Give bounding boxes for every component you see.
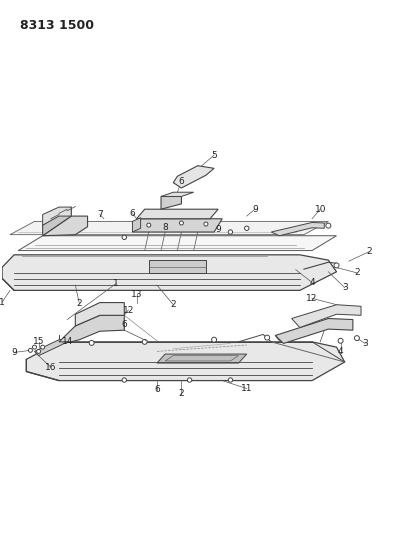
Circle shape <box>32 345 36 349</box>
Polygon shape <box>161 192 193 197</box>
Circle shape <box>333 263 338 268</box>
Text: 15: 15 <box>33 337 44 346</box>
Polygon shape <box>43 216 88 236</box>
Text: 14: 14 <box>61 337 73 346</box>
Polygon shape <box>132 217 140 232</box>
Polygon shape <box>274 319 352 343</box>
Circle shape <box>228 230 232 234</box>
Circle shape <box>179 221 183 225</box>
Circle shape <box>40 345 45 349</box>
Text: 1: 1 <box>113 279 119 288</box>
Polygon shape <box>173 166 213 188</box>
Polygon shape <box>157 354 246 363</box>
Circle shape <box>36 350 40 353</box>
Circle shape <box>211 337 216 342</box>
Circle shape <box>264 335 269 340</box>
Text: 3: 3 <box>361 339 367 348</box>
Text: 11: 11 <box>240 384 252 393</box>
Text: 2: 2 <box>366 247 371 256</box>
Text: 16: 16 <box>45 363 56 372</box>
Circle shape <box>89 341 94 345</box>
Text: 6: 6 <box>121 320 127 329</box>
Polygon shape <box>132 219 222 232</box>
Circle shape <box>337 338 342 343</box>
Circle shape <box>146 223 151 227</box>
Text: 7: 7 <box>97 210 102 219</box>
Polygon shape <box>26 342 344 381</box>
Polygon shape <box>34 340 71 356</box>
Text: 2: 2 <box>76 299 82 308</box>
Polygon shape <box>161 197 181 209</box>
Polygon shape <box>18 236 336 251</box>
Text: 2: 2 <box>178 389 184 398</box>
Polygon shape <box>2 255 336 290</box>
Text: 3: 3 <box>341 283 347 292</box>
Text: 6: 6 <box>178 177 184 186</box>
Polygon shape <box>75 303 124 326</box>
Polygon shape <box>59 316 124 342</box>
Circle shape <box>228 378 232 382</box>
Text: 10: 10 <box>314 205 325 214</box>
Text: 13: 13 <box>130 289 142 298</box>
Text: 12: 12 <box>122 305 134 314</box>
Circle shape <box>187 378 191 382</box>
Circle shape <box>122 378 126 382</box>
Polygon shape <box>43 207 71 225</box>
Text: 9: 9 <box>11 348 17 357</box>
Circle shape <box>122 235 126 239</box>
Text: 2: 2 <box>170 300 175 309</box>
Circle shape <box>244 226 248 230</box>
Text: 4: 4 <box>308 278 314 287</box>
Text: 1: 1 <box>0 298 5 307</box>
Circle shape <box>325 223 330 228</box>
Text: 2: 2 <box>353 269 359 277</box>
Polygon shape <box>291 305 360 327</box>
Text: 5: 5 <box>211 151 216 159</box>
Polygon shape <box>148 260 205 273</box>
Text: 9: 9 <box>252 205 257 214</box>
Text: 6: 6 <box>129 209 135 218</box>
Circle shape <box>28 349 32 352</box>
Text: 6: 6 <box>154 385 160 394</box>
Text: 12: 12 <box>306 294 317 303</box>
Polygon shape <box>136 209 218 219</box>
Polygon shape <box>271 222 324 236</box>
Text: 4: 4 <box>337 347 343 356</box>
Circle shape <box>354 336 359 341</box>
Circle shape <box>142 340 147 344</box>
Polygon shape <box>10 221 328 235</box>
Circle shape <box>203 222 207 226</box>
Text: 8313 1500: 8313 1500 <box>20 19 94 32</box>
Text: 9: 9 <box>215 225 220 234</box>
Polygon shape <box>43 207 71 236</box>
Text: 8: 8 <box>162 223 168 232</box>
